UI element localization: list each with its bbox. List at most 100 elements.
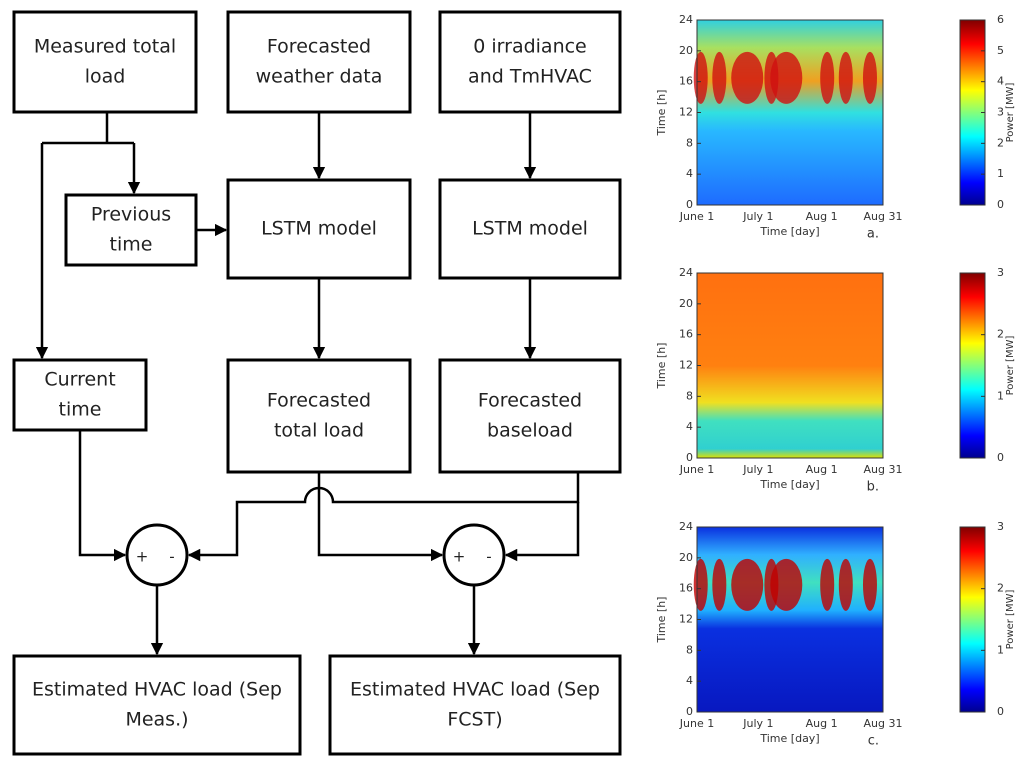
- node-label: total load: [274, 420, 364, 442]
- colorbar-tick-label: 3: [997, 266, 1004, 279]
- heat-blob: [731, 51, 764, 104]
- heatmap: [697, 20, 883, 205]
- node-label: Forecasted: [267, 390, 371, 412]
- minus-sign: -: [169, 548, 174, 566]
- colorbar-tick-label: 2: [997, 328, 1004, 341]
- y-tick-label: 0: [686, 451, 693, 464]
- colorbar-tick-label: 0: [997, 705, 1004, 718]
- node-box: [226, 358, 412, 474]
- panel-label: c.: [868, 734, 879, 749]
- colorbar-tick-label: 3: [997, 520, 1004, 533]
- colorbar-tick-label: 0: [997, 198, 1004, 211]
- node-label: Estimated HVAC load (Sep: [350, 679, 600, 701]
- panel-label: b.: [867, 480, 879, 495]
- heat-blob: [820, 51, 835, 104]
- y-axis-label: Time [h]: [655, 597, 668, 644]
- plus-sign: +: [453, 548, 466, 566]
- y-tick-label: 12: [679, 359, 693, 372]
- node-box: [328, 654, 622, 756]
- heat-blob: [838, 558, 853, 611]
- x-axis-label: Time [day]: [759, 478, 819, 491]
- node-label: weather data: [256, 66, 383, 88]
- node-label: load: [85, 66, 126, 88]
- node-label: and TmHVAC: [468, 66, 592, 88]
- y-tick-label: 0: [686, 705, 693, 718]
- y-tick-label: 16: [679, 328, 693, 341]
- node-box: [64, 193, 198, 267]
- y-tick-label: 0: [686, 198, 693, 211]
- y-axis-label: Time [h]: [655, 343, 668, 390]
- minus-sign: -: [486, 548, 491, 566]
- y-tick-label: 24: [679, 520, 693, 533]
- panel-label: a.: [867, 227, 879, 242]
- colorbar-tick-label: 5: [997, 44, 1004, 57]
- x-tick-label: July 1: [742, 463, 773, 476]
- node-box: [12, 358, 148, 432]
- x-tick-label: Aug 1: [806, 463, 838, 476]
- heat-blob: [838, 51, 853, 104]
- heat-blob: [712, 558, 727, 611]
- heat-blob: [770, 558, 803, 611]
- x-tick-label: Aug 31: [864, 210, 903, 223]
- x-tick-label: Aug 1: [806, 717, 838, 730]
- colorbar-tick-label: 1: [997, 389, 1004, 402]
- x-axis-label: Time [day]: [759, 732, 819, 745]
- y-tick-label: 20: [679, 44, 693, 57]
- colorbar-tick-label: 4: [997, 75, 1004, 88]
- heat-blob: [820, 558, 835, 611]
- colorbar-label: Power [MW]: [1005, 590, 1016, 650]
- y-tick-label: 8: [686, 643, 693, 656]
- x-tick-label: Aug 31: [864, 717, 903, 730]
- heat-blob: [693, 558, 708, 611]
- y-axis-label: Time [h]: [655, 90, 668, 137]
- heat-blob: [862, 51, 877, 104]
- node-label: FCST): [447, 709, 502, 731]
- x-tick-label: Aug 31: [864, 463, 903, 476]
- y-tick-label: 12: [679, 613, 693, 626]
- y-tick-label: 24: [679, 13, 693, 26]
- x-tick-label: Aug 1: [806, 210, 838, 223]
- x-tick-label: June 1: [679, 210, 714, 223]
- node-box: [226, 10, 412, 114]
- x-tick-label: June 1: [679, 717, 714, 730]
- heatmap: [697, 273, 883, 458]
- x-tick-label: June 1: [679, 463, 714, 476]
- sum-node: [442, 523, 506, 587]
- y-tick-label: 20: [679, 551, 693, 564]
- colorbar-tick-label: 6: [997, 13, 1004, 26]
- colorbar-tick-label: 2: [997, 582, 1004, 595]
- node-label: Estimated HVAC load (Sep: [32, 679, 282, 701]
- colorbar-tick-label: 3: [997, 106, 1004, 119]
- heat-blob: [731, 558, 764, 611]
- node-label: Meas.): [125, 709, 188, 731]
- node-box: [12, 10, 198, 114]
- colorbar: [959, 526, 986, 713]
- y-tick-label: 8: [686, 136, 693, 149]
- heatmap: [697, 527, 883, 712]
- node-label: Forecasted: [267, 36, 371, 58]
- y-tick-label: 16: [679, 75, 693, 88]
- connectors: [42, 112, 580, 656]
- node-label: LSTM model: [472, 218, 588, 240]
- colorbar-tick-label: 2: [997, 136, 1004, 149]
- heat-blob: [712, 51, 727, 104]
- heat-blob: [770, 51, 803, 104]
- y-tick-label: 12: [679, 106, 693, 119]
- node-label: Measured total: [34, 36, 176, 58]
- node-box: [226, 178, 412, 280]
- node-box: [438, 178, 622, 280]
- x-tick-label: July 1: [742, 717, 773, 730]
- node-box: [438, 10, 622, 114]
- heat-blob: [862, 558, 877, 611]
- node-box: [12, 654, 302, 756]
- y-tick-label: 16: [679, 582, 693, 595]
- heat-blob: [693, 51, 708, 104]
- colorbar-label: Power [MW]: [1005, 336, 1016, 396]
- y-tick-label: 8: [686, 389, 693, 402]
- plus-sign: +: [136, 548, 149, 566]
- node-label: LSTM model: [261, 218, 377, 240]
- node-label: baseload: [487, 420, 573, 442]
- node-label: 0 irradiance: [473, 36, 587, 58]
- y-tick-label: 24: [679, 266, 693, 279]
- sum-node: [125, 523, 189, 587]
